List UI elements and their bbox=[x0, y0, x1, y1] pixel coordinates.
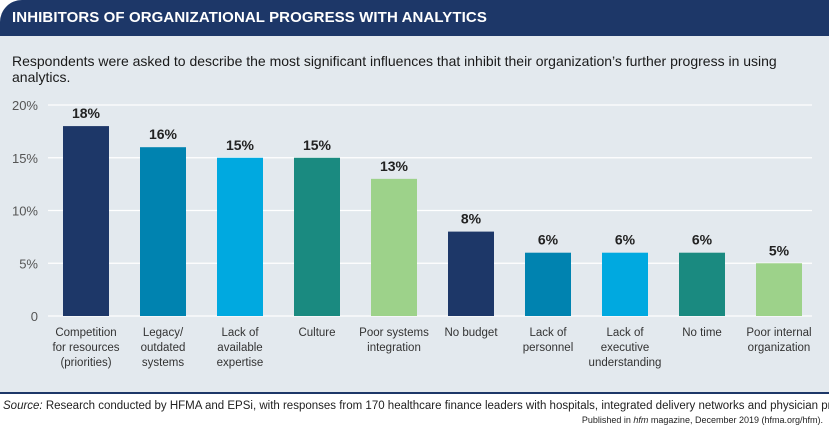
chart-panel: INHIBITORS OF ORGANIZATIONAL PROGRESS WI… bbox=[0, 0, 829, 392]
source-note: Source: Research conducted by HFMA and E… bbox=[3, 400, 829, 412]
y-tick-label: 15% bbox=[12, 151, 38, 166]
category-label: personnel bbox=[523, 342, 574, 354]
category-label: Lack of bbox=[221, 327, 259, 339]
category-label: executive bbox=[601, 342, 650, 354]
data-label: 15% bbox=[303, 137, 332, 153]
bar bbox=[448, 231, 494, 316]
data-label: 6% bbox=[692, 232, 713, 248]
data-label: 13% bbox=[380, 158, 409, 174]
y-tick-label: 20% bbox=[12, 98, 38, 113]
category-label: Culture bbox=[298, 327, 335, 339]
bar bbox=[63, 126, 109, 316]
category-label: Lack of bbox=[529, 327, 567, 339]
category-label: integration bbox=[367, 342, 421, 354]
data-label: 18% bbox=[72, 105, 101, 121]
category-label: No budget bbox=[444, 327, 498, 339]
category-label: systems bbox=[142, 357, 184, 369]
bar-chart: 0 5% 10% 15% 20% 18% Competition for resources (… bbox=[12, 98, 812, 369]
published-prefix: Published in bbox=[581, 415, 634, 425]
bar bbox=[602, 252, 648, 316]
bar bbox=[217, 157, 263, 316]
category-label: (priorities) bbox=[60, 357, 111, 369]
category-label: expertise bbox=[217, 357, 264, 369]
source-label: Source: bbox=[3, 400, 43, 412]
bar bbox=[756, 263, 802, 316]
category-label: Poor systems bbox=[359, 327, 429, 339]
category-label: understanding bbox=[589, 357, 662, 369]
source-text: Research conducted by HFMA and EPSi, wit… bbox=[42, 400, 829, 412]
bar bbox=[140, 147, 186, 316]
category-label: Competition bbox=[55, 327, 116, 339]
data-label: 5% bbox=[769, 242, 790, 258]
bar bbox=[371, 178, 417, 316]
y-tick-label: 0 bbox=[31, 309, 38, 324]
chart-title: INHIBITORS OF ORGANIZATIONAL PROGRESS WI… bbox=[0, 0, 829, 36]
category-label: outdated bbox=[141, 342, 186, 354]
data-label: 15% bbox=[226, 137, 255, 153]
published-suffix: magazine, December 2019 (hfma.org/hfm). bbox=[648, 415, 823, 425]
data-label: 6% bbox=[615, 232, 636, 248]
bar bbox=[679, 252, 725, 316]
category-label: available bbox=[217, 342, 262, 354]
category-label: organization bbox=[748, 342, 811, 354]
category-label: No time bbox=[682, 327, 722, 339]
category-label: for resources bbox=[52, 342, 119, 354]
data-label: 16% bbox=[149, 126, 178, 142]
bar bbox=[525, 252, 571, 316]
data-label: 8% bbox=[461, 211, 482, 227]
chart-subtitle: Respondents were asked to describe the m… bbox=[12, 53, 777, 85]
category-label: Legacy/ bbox=[143, 327, 184, 339]
category-label: Poor internal bbox=[746, 327, 811, 339]
y-tick-label: 5% bbox=[19, 256, 38, 271]
divider bbox=[0, 392, 829, 394]
data-label: 6% bbox=[538, 232, 559, 248]
published-magazine: hfm bbox=[633, 415, 649, 425]
category-label: Lack of bbox=[606, 327, 644, 339]
bar bbox=[294, 157, 340, 316]
y-tick-label: 10% bbox=[12, 204, 38, 219]
publication-note: Published in hfm magazine, December 2019… bbox=[582, 415, 823, 425]
